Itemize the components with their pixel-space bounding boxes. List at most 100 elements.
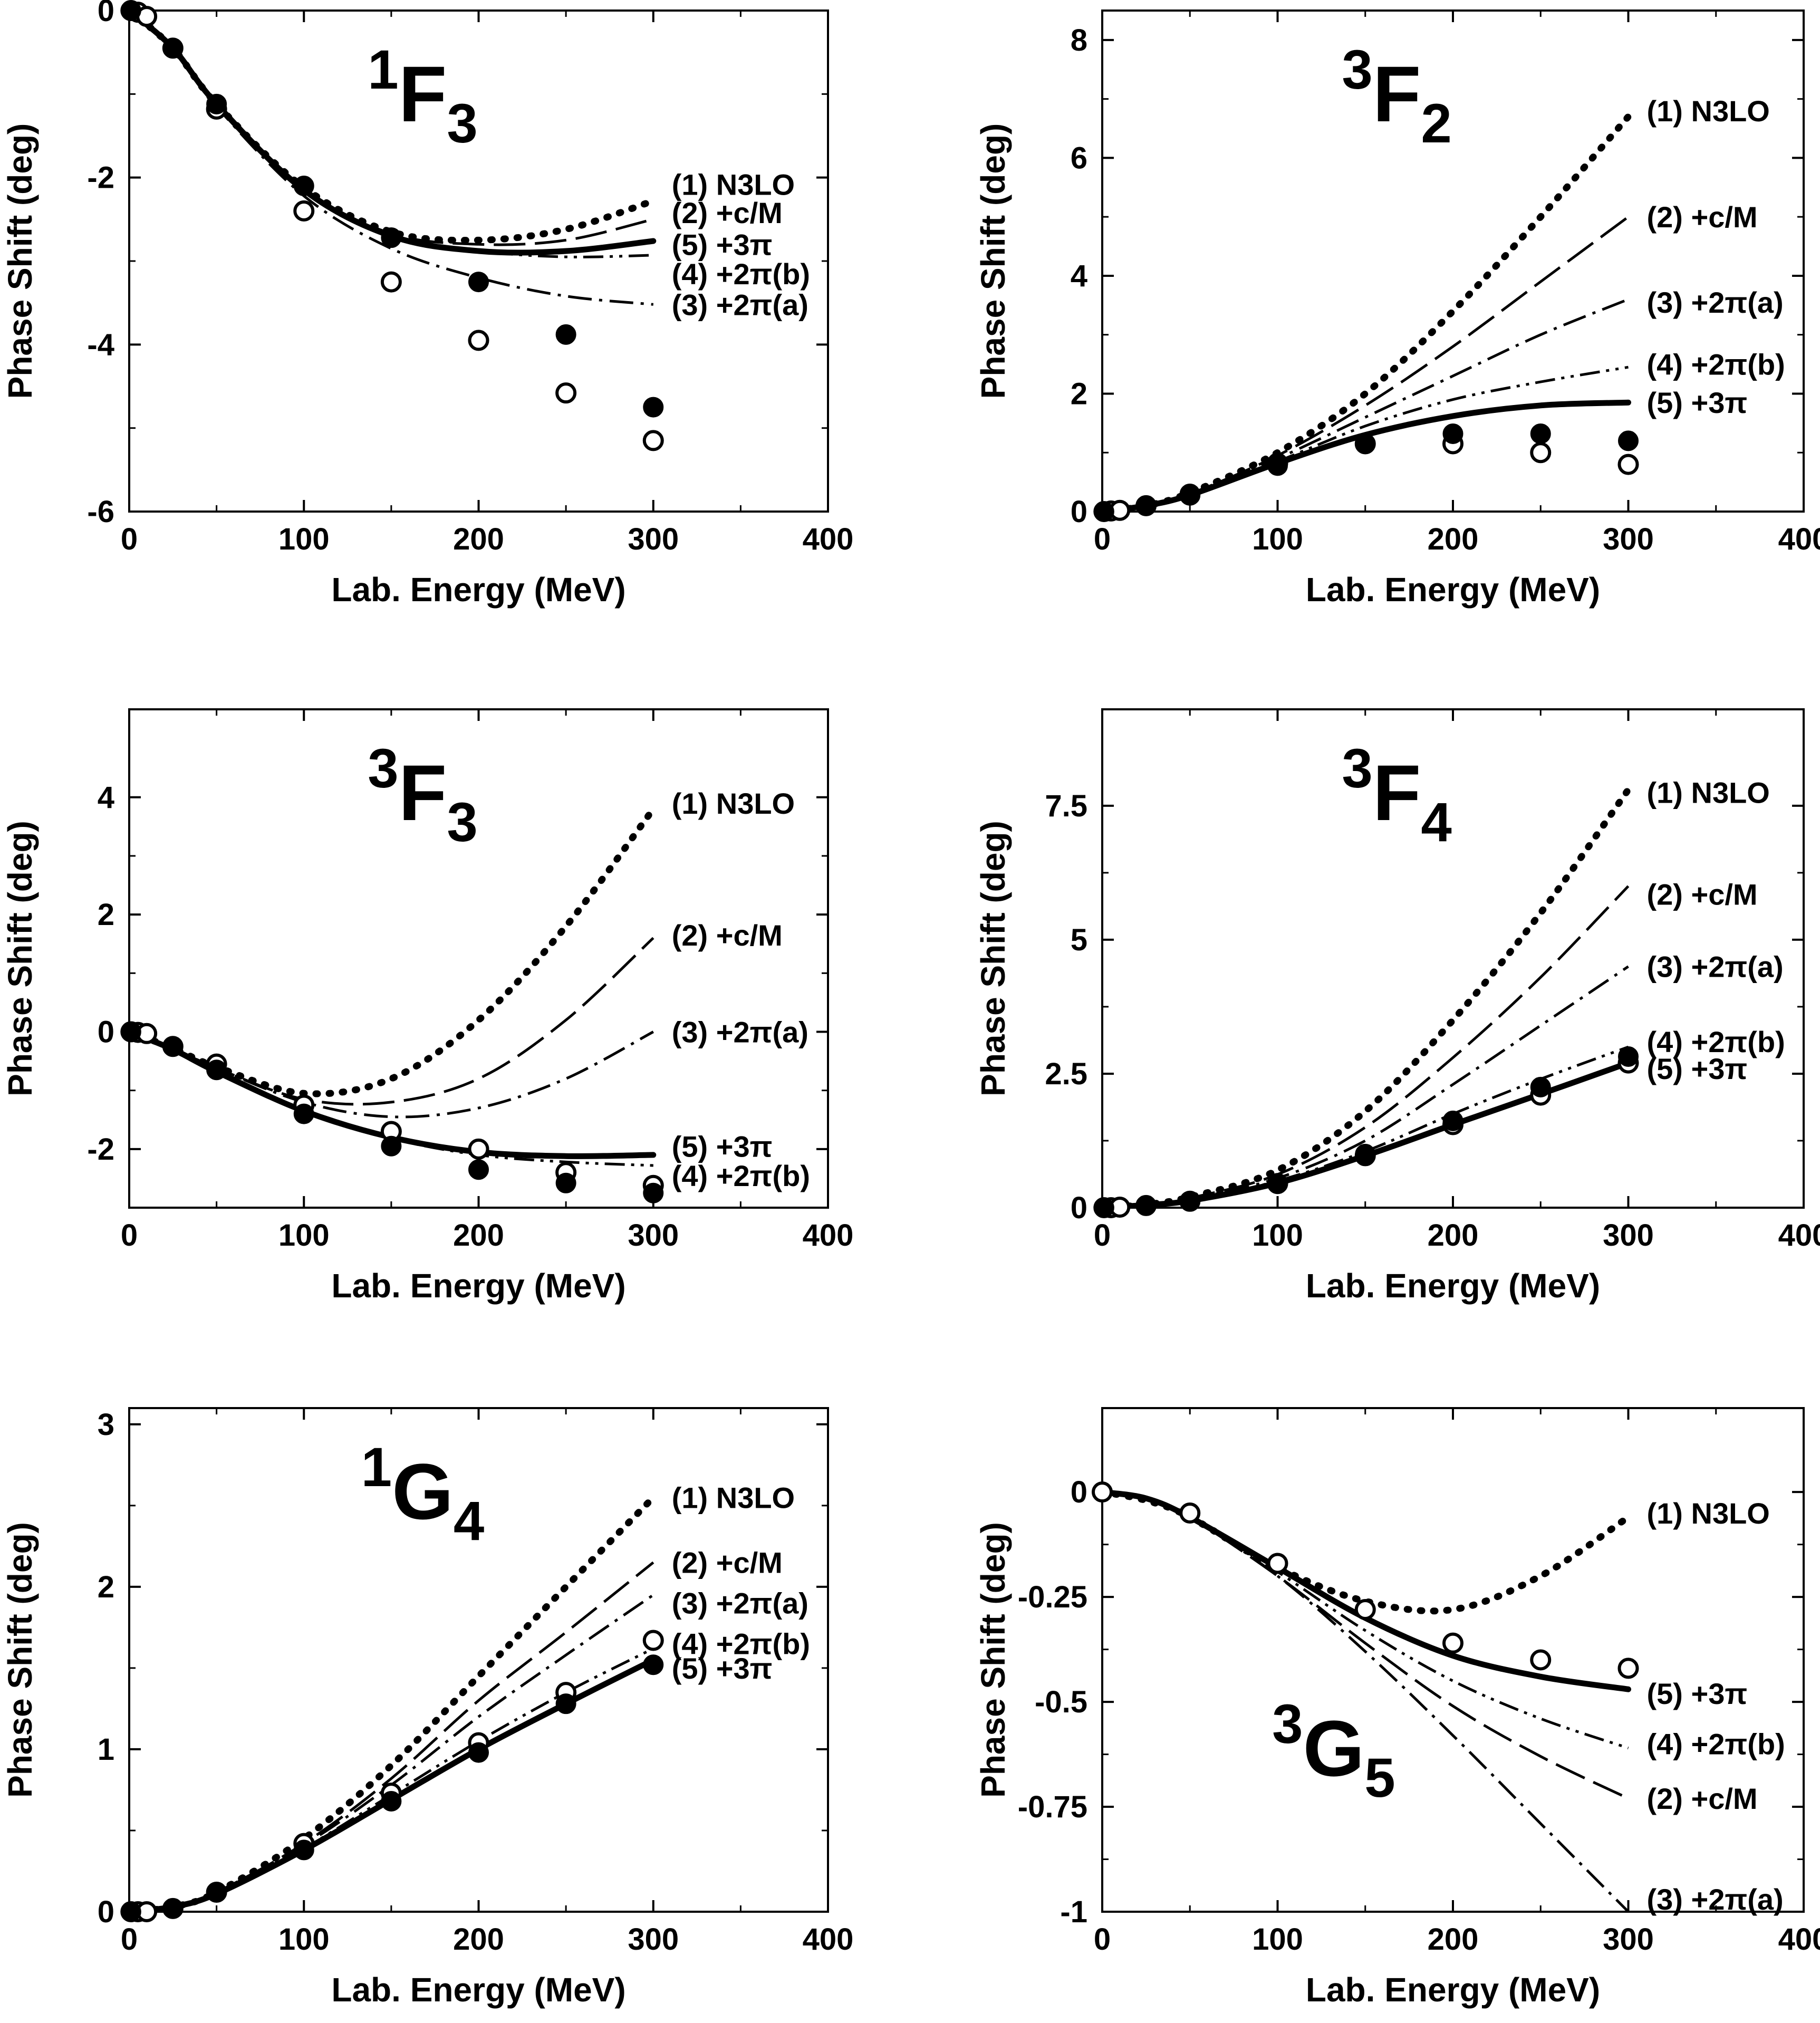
y-axis-label: Phase Shift (deg) [974,821,1012,1096]
y-tick-label: 7.5 [1045,789,1087,823]
data-point-filled [555,1693,576,1714]
x-tick-label: 100 [278,1218,330,1253]
y-tick-label: -1 [1060,1895,1087,1929]
x-axis-label: Lab. Energy (MeV) [1306,571,1600,609]
series-label: (3) +2π(a) [672,1015,808,1048]
data-point-filled [1267,1173,1288,1194]
series-label: (4) +2π(b) [672,257,810,291]
data-point-filled [206,1882,227,1903]
x-tick-label: 200 [1428,522,1479,556]
y-tick-label: 0 [98,1015,114,1049]
x-tick-label: 400 [1778,1218,1820,1253]
series-label: (1) N3LO [1647,94,1770,128]
series-line [1102,1490,1630,1912]
data-point-filled [555,324,576,345]
data-point-filled [381,227,402,248]
y-tick-label: -2 [87,1132,114,1167]
y-tick-label: 4 [1071,259,1087,293]
series-line [1102,1045,1629,1208]
series-label: (5) +3π [1647,1677,1748,1710]
y-tick-label: -0.75 [1018,1790,1087,1824]
panel-title: 1F3 [368,39,477,155]
y-tick-label: -0.5 [1035,1685,1087,1719]
data-point-filled [1618,1046,1639,1067]
data-point-filled [381,1135,402,1157]
panel-title: 3F4 [1342,738,1451,853]
chart-panel-3F2: 0 100 200 300 400 0 2 4 6 8 Lab. Energy (MeV) Phase… [974,9,1820,609]
x-tick-label: 0 [121,1218,138,1253]
y-tick-label: 1 [98,1732,114,1767]
y-tick-label: 2 [98,1570,114,1604]
series-label: (2) +c/M [672,1546,783,1579]
x-axis-label: Lab. Energy (MeV) [331,1267,625,1305]
x-tick-label: 400 [803,1218,854,1253]
x-tick-label: 100 [1252,522,1303,556]
x-tick-label: 400 [803,522,854,556]
data-point-filled [162,37,184,59]
data-point-filled [468,1159,489,1180]
chart-panel-1G4: 0 100 200 300 400 0 1 2 3 Lab. Energy (MeV) Phase … [1,1407,853,2009]
data-point-open [1267,1553,1288,1574]
data-point-open [468,330,489,351]
data-point-filled [162,1036,184,1057]
series-label: (3) +2π(a) [1647,286,1784,319]
panel-title: 3F2 [1342,39,1451,155]
data-point-filled [1179,483,1200,504]
series-line [129,1594,654,1912]
series-label: (4) +2π(b) [672,1627,810,1661]
series-label: (4) +2π(b) [672,1159,810,1192]
y-tick-label: -4 [87,327,114,362]
data-point-filled [1179,1191,1200,1212]
series-line [1102,399,1631,512]
y-tick-label: 4 [98,781,114,815]
panel-title: 1G4 [361,1437,485,1552]
series-line [129,1030,653,1167]
data-point-open [1617,454,1639,475]
data-point-filled [381,1791,402,1812]
y-tick-label: 0 [1071,495,1087,529]
series-label: (1) N3LO [1647,776,1770,810]
x-tick-label: 300 [1603,1922,1654,1957]
data-point-filled [120,0,141,21]
data-point-filled [1093,501,1114,522]
x-tick-label: 200 [1428,1922,1479,1957]
chart-panel-3F3: 0 100 200 300 400 -2 0 2 4 Lab. Energy (MeV) Phase… [1,708,854,1305]
x-tick-label: 0 [1094,1922,1111,1957]
data-point-filled [293,1839,314,1861]
x-tick-label: 0 [121,1922,138,1957]
x-tick-label: 100 [278,522,330,556]
y-tick-label: 2.5 [1045,1057,1087,1091]
x-tick-label: 200 [453,1218,504,1253]
series-label: (3) +2π(a) [1647,1883,1784,1916]
series-label: (1) N3LO [672,787,795,820]
data-point-filled [1442,1110,1463,1131]
data-point-filled [206,93,227,114]
series-label: (2) +c/M [1647,878,1758,911]
data-point-open [1092,1481,1113,1503]
series-line [129,1561,654,1912]
data-point-open [1179,1502,1201,1524]
data-point-filled [120,1021,141,1042]
data-point-filled [1093,1197,1114,1218]
series-line [1102,216,1629,512]
x-tick-label: 300 [628,522,679,556]
series-label: (5) +3π [1647,1052,1748,1085]
chart-panel-1F3: 0 100 200 300 400 -6 -4 -2 0 Lab. Energy (MeV) Pha… [1,0,853,609]
series-label: (3) +2π(a) [672,1587,808,1620]
data-point-filled [1355,433,1376,454]
series-label: (1) N3LO [672,168,795,201]
panel-title: 3F3 [368,738,477,853]
data-point-open [1530,1649,1552,1671]
x-tick-label: 300 [628,1922,679,1957]
x-tick-label: 300 [1603,1218,1654,1253]
data-point-filled [206,1059,227,1081]
data-point-filled [1618,430,1639,451]
y-axis-label: Phase Shift (deg) [974,123,1012,399]
panel-title: 3G5 [1272,1693,1395,1809]
x-tick-label: 0 [1094,1218,1111,1253]
data-point-filled [162,1898,184,1919]
x-tick-label: 200 [1428,1218,1479,1253]
y-tick-label: 2 [1071,377,1087,411]
data-point-filled [1530,1076,1551,1097]
